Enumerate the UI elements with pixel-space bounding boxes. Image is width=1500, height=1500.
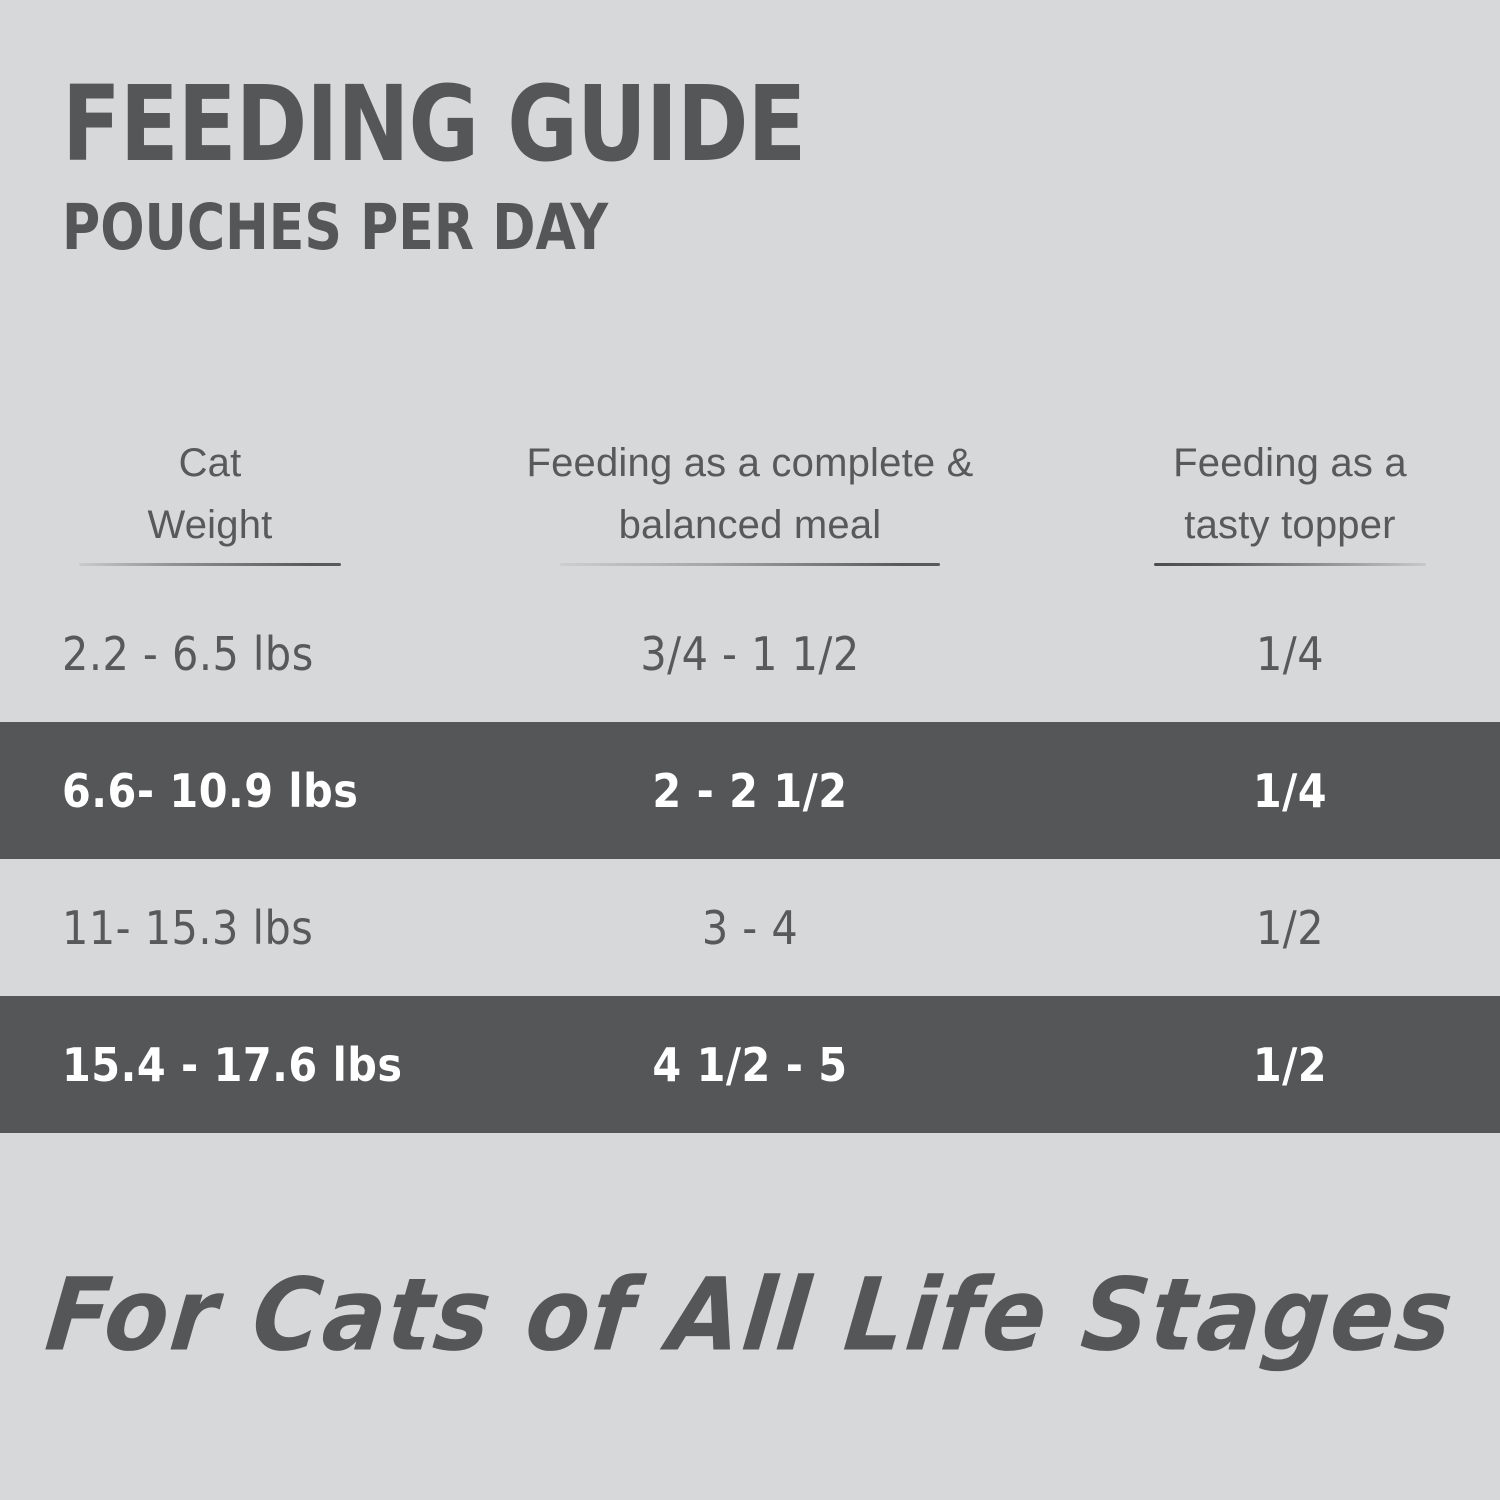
footer-tagline: For Cats of All Life Stages [40,1256,1460,1374]
header-underline [560,562,940,567]
cell-complete-meal: 3/4 - 1 1/2 [640,626,860,681]
cell-tasty-topper: 1/4 [1255,626,1325,681]
column-header-label: Feeding as a complete & balanced meal [526,441,974,547]
table-row: 2.2 - 6.5 lbs 3/4 - 1 1/2 1/4 [0,585,1500,722]
header-underline [79,562,341,567]
column-header-complete-meal: Feeding as a complete & balanced meal [420,420,1080,567]
footer: For Cats of All Life Stages [0,1255,1500,1375]
cell-tasty-topper: 1/4 [1252,763,1328,818]
table-row: 6.6- 10.9 lbs 2 - 2 1/2 1/4 [0,722,1500,859]
table-row: 11- 15.3 lbs 3 - 4 1/2 [0,859,1500,996]
cell-cat-weight: 15.4 - 17.6 lbs [62,1037,403,1092]
cell-tasty-topper: 1/2 [1255,900,1325,955]
cell-complete-meal: 2 - 2 1/2 [652,763,848,818]
column-header-tasty-topper: Feeding as a tasty topper [1080,420,1500,567]
cell-cat-weight: 6.6- 10.9 lbs [62,763,359,818]
column-header-cat-weight: Cat Weight [0,420,420,567]
cell-cat-weight: 2.2 - 6.5 lbs [62,626,314,681]
header-underline [1154,562,1426,567]
title-block: FEEDING GUIDE POUCHES PER DAY [62,72,1062,260]
column-header-label: Feeding as a tasty topper [1173,441,1407,547]
table-header-row: Cat Weight Feeding as a complete & balan… [0,420,1500,585]
page-subtitle: POUCHES PER DAY [62,191,609,264]
column-header-label: Cat Weight [147,441,273,547]
page-title: FEEDING GUIDE [62,63,806,185]
cell-complete-meal: 3 - 4 [701,900,799,955]
feeding-table: Cat Weight Feeding as a complete & balan… [0,420,1500,1133]
cell-complete-meal: 4 1/2 - 5 [652,1037,848,1092]
cell-cat-weight: 11- 15.3 lbs [62,900,314,955]
cell-tasty-topper: 1/2 [1252,1037,1328,1092]
table-row: 15.4 - 17.6 lbs 4 1/2 - 5 1/2 [0,996,1500,1133]
